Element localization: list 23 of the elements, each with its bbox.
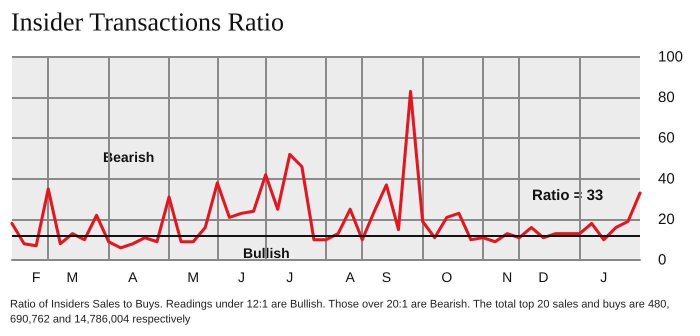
y-tick-label: 60 (658, 130, 675, 147)
chart-title: Insider Transactions Ratio (11, 8, 284, 36)
x-tick-label: M (66, 269, 78, 285)
x-tick-label: D (538, 269, 548, 285)
y-tick-label: 100 (658, 48, 684, 66)
annotation: Bullish (243, 245, 290, 261)
y-tick-label: 80 (658, 89, 675, 106)
y-tick-label: 40 (658, 170, 675, 188)
x-tick-label: O (441, 269, 452, 285)
annotation: Bearish (103, 149, 154, 165)
x-tick-label: J (238, 269, 245, 285)
line-series (10, 90, 642, 250)
x-tick-label: J (286, 269, 294, 285)
x-tick-label: A (128, 269, 138, 285)
x-tick-label: A (345, 269, 356, 285)
x-tick-label: N (502, 269, 512, 285)
x-tick-label: F (32, 269, 40, 285)
x-tick-label: S (382, 269, 392, 285)
y-tick-label: 20 (658, 210, 675, 228)
text: Ratio of Insiders Sales to Buys. Readings under 12:1 are Bullish. Those over 20:1 are Bearish. The total top 20 sales and buys are 480,690,762 and 14,786,004 respectively (10, 298, 670, 326)
x-tick-label: M (187, 269, 199, 285)
x-tick-label: J (600, 269, 608, 285)
y-tick-label: 0 (658, 252, 666, 268)
